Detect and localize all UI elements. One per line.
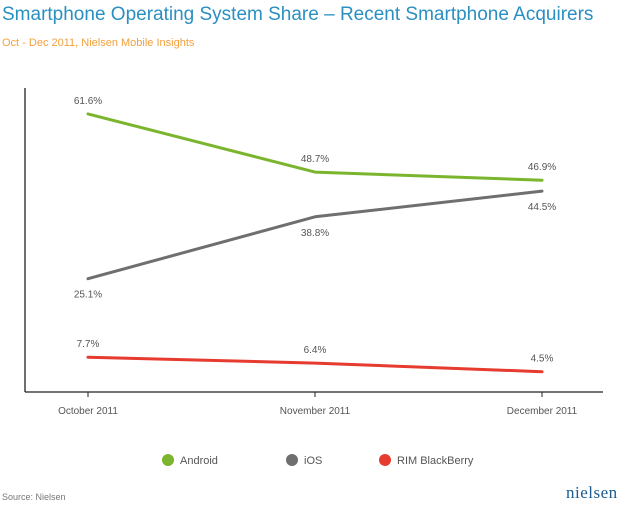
legend: Android iOS RIM BlackBerry [162, 454, 474, 467]
legend-label: Android [180, 455, 218, 467]
data-label: 46.9% [528, 162, 556, 173]
data-label: 7.7% [77, 339, 100, 350]
series-line-ios [86, 189, 544, 281]
data-label: 6.4% [304, 345, 327, 356]
series-line-rim-blackberry [86, 355, 544, 374]
legend-swatch-ios [286, 454, 298, 466]
x-axis-ticks: October 2011 November 2011 December 2011 [58, 392, 578, 417]
x-tick-label: November 2011 [280, 406, 351, 417]
data-label: 44.5% [528, 202, 556, 213]
legend-label: iOS [304, 455, 322, 467]
chart-title: Smartphone Operating System Share – Rece… [2, 4, 594, 25]
legend-swatch-android [162, 454, 174, 466]
x-tick-label: December 2011 [507, 406, 578, 417]
x-tick-label: October 2011 [58, 406, 118, 417]
data-label: 4.5% [531, 354, 554, 365]
series-lines [86, 112, 544, 374]
nielsen-logo: nielsen [566, 483, 618, 502]
source-note: Source: Nielsen [2, 492, 66, 502]
data-label: 38.8% [301, 228, 329, 239]
series-line-android [86, 112, 544, 182]
data-labels: 61.6% 48.7% 46.9% 25.1% 38.8% 44.5% 7.7% 6.4% 4.… [74, 96, 556, 365]
legend-swatch-rim-blackberry [379, 454, 391, 466]
legend-label: RIM BlackBerry [397, 455, 474, 467]
data-label: 48.7% [301, 154, 329, 165]
data-label: 25.1% [74, 290, 102, 301]
data-label: 61.6% [74, 96, 102, 107]
chart-subtitle: Oct - Dec 2011, Nielsen Mobile Insights [2, 37, 195, 49]
